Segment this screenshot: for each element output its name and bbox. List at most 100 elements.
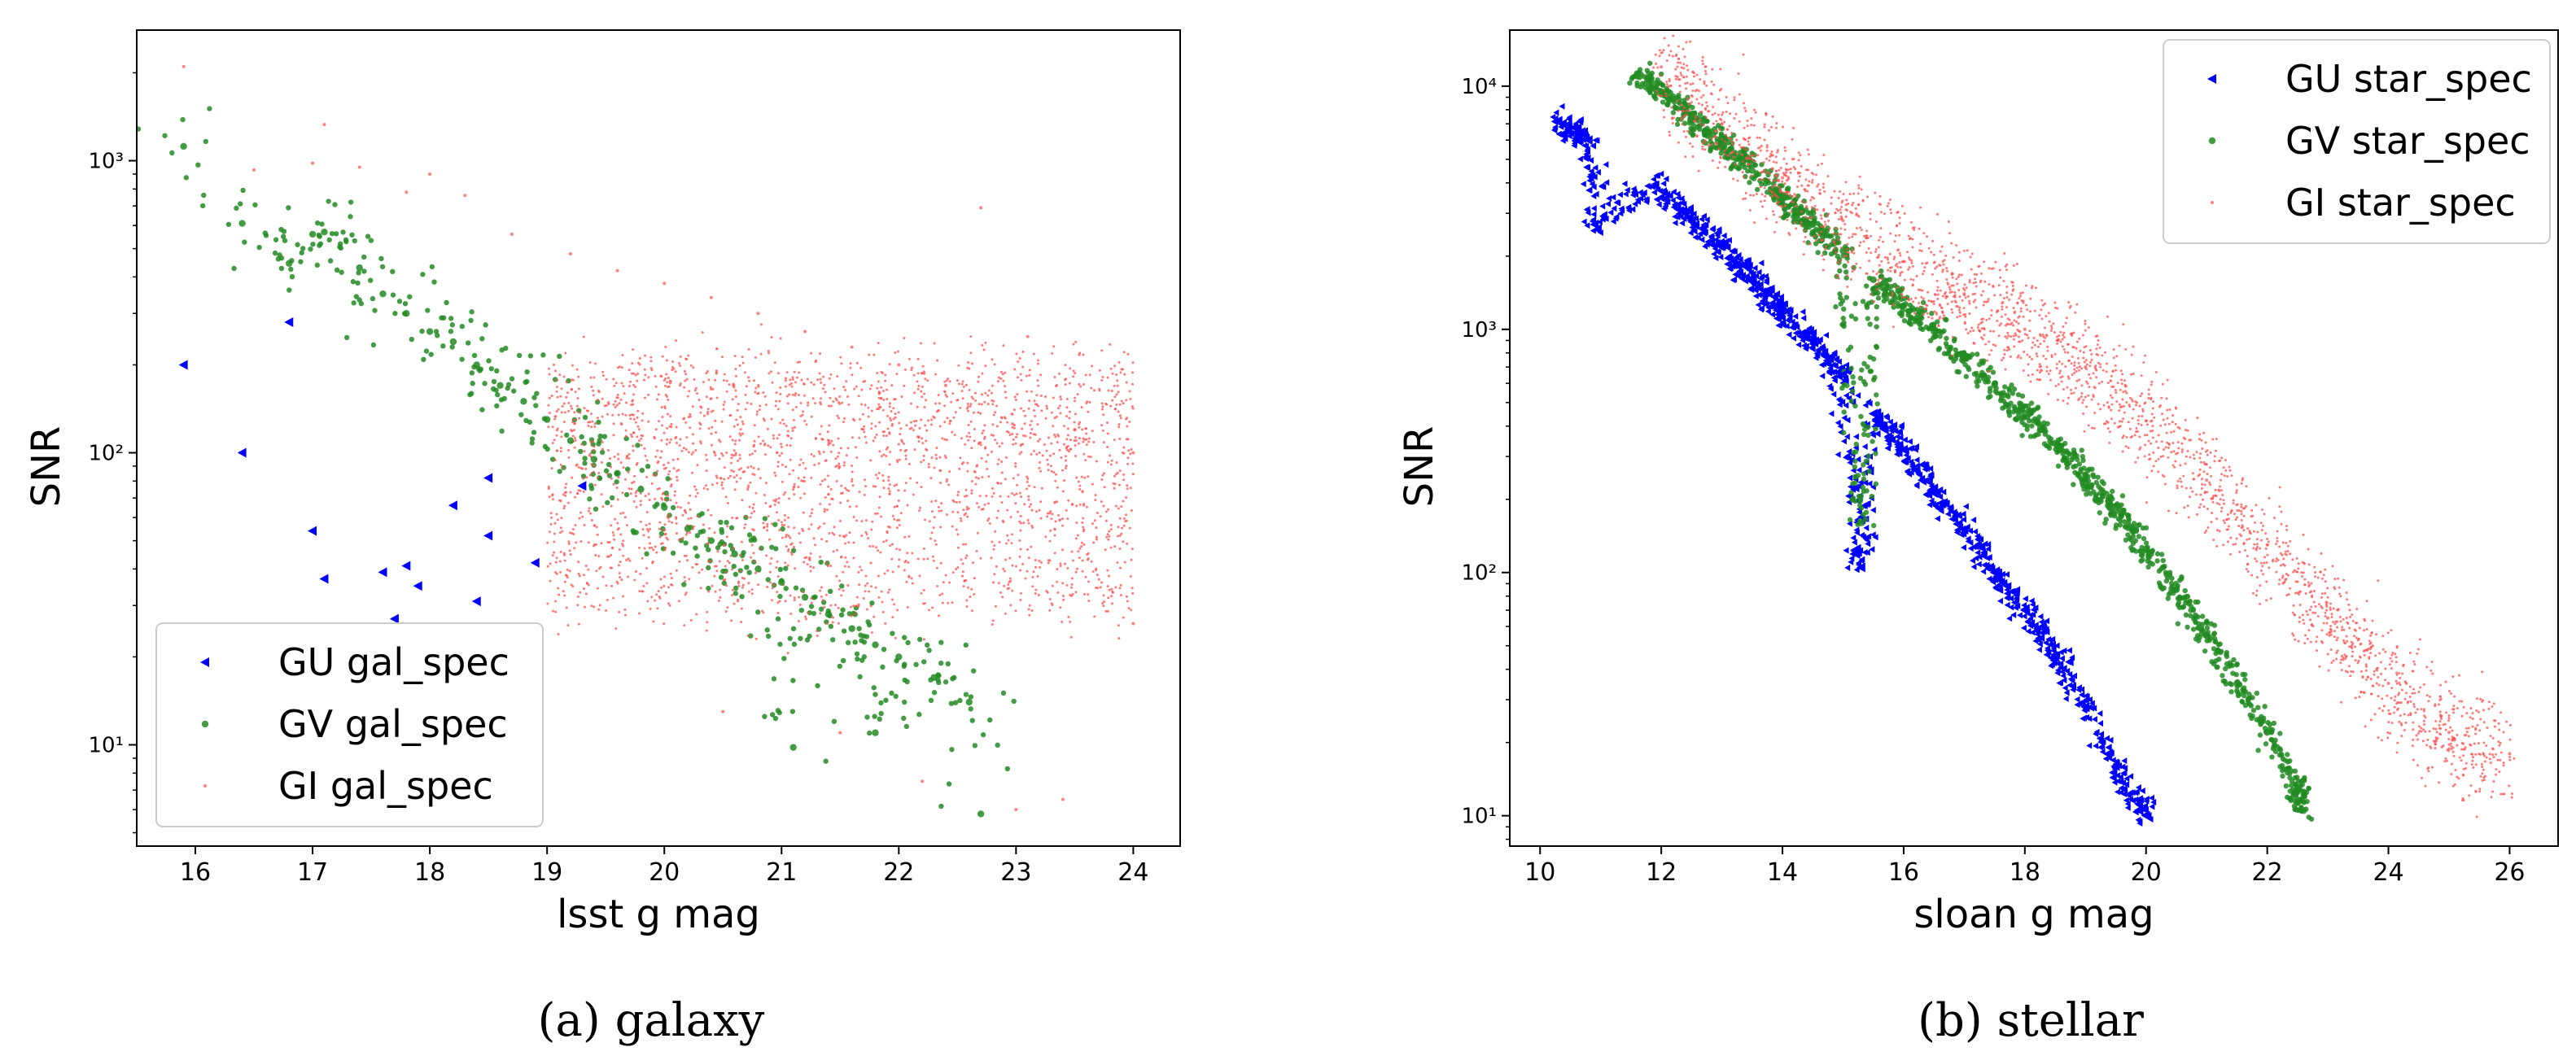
y-axis-label: SNR [1397, 426, 1442, 508]
data-point [1857, 519, 1865, 526]
axes-frame [136, 29, 1181, 847]
y-tick-label: 10⁴ [1461, 75, 1497, 99]
data-point [1778, 193, 1787, 201]
chart-panel-galaxy: 16 17 18 19 20 21 22 23 24 10¹ 10² 10³ lsst g mag SNR… [24, 29, 1181, 937]
data-point [496, 382, 504, 389]
data-point [590, 456, 597, 463]
data-point [801, 593, 809, 601]
data-point [872, 729, 879, 736]
x-tick-label: 20 [649, 858, 680, 887]
data-point [930, 674, 938, 681]
data-point [286, 260, 293, 267]
legend-box [155, 622, 544, 827]
caption-galaxy: (a) galaxy [537, 994, 765, 1047]
data-point [483, 530, 493, 541]
data-point [389, 613, 399, 624]
data-point [2263, 729, 2271, 736]
data-point [543, 416, 551, 423]
legend-box [2163, 39, 2551, 244]
data-point [1747, 274, 1756, 285]
series-1 [180, 142, 985, 818]
data-point [756, 312, 760, 316]
data-point [473, 361, 480, 369]
legend-marker [2211, 201, 2214, 204]
data-point [428, 172, 432, 176]
legend-marker [2207, 74, 2216, 84]
data-point [1657, 88, 1665, 95]
x-tick-label: 17 [297, 858, 328, 887]
data-point [754, 565, 762, 573]
data-point [2084, 365, 2088, 369]
data-point [405, 190, 409, 194]
data-point [1026, 334, 1030, 338]
data-point [921, 779, 925, 783]
data-point [311, 161, 315, 165]
series-0 [1553, 116, 2150, 821]
data-point [237, 447, 247, 458]
data-point [1856, 562, 1865, 573]
data-point [2112, 507, 2119, 514]
data-point [2080, 701, 2090, 712]
data-point [1870, 276, 1877, 283]
caption-stellar: (b) stellar [1918, 994, 2144, 1047]
data-point [321, 228, 328, 236]
data-point [413, 581, 422, 591]
x-tick-label: 18 [414, 858, 445, 887]
data-point [1688, 113, 1695, 120]
x-tick-label: 10 [1524, 858, 1555, 887]
series-cloud-2 [1652, 34, 2516, 818]
data-point [895, 653, 903, 661]
data-point [520, 398, 527, 405]
data-point [1808, 335, 1817, 346]
data-point [483, 473, 493, 483]
x-tick-label: 12 [1646, 858, 1677, 887]
legend-marker [203, 784, 207, 788]
data-point [356, 264, 363, 272]
data-point [2141, 810, 2150, 821]
series-0 [178, 316, 587, 624]
data-point [979, 206, 983, 210]
series-cloud-1 [137, 106, 1017, 809]
data-point [1660, 65, 1664, 69]
y-tick-label: 10³ [1461, 318, 1497, 343]
x-tick-label: 20 [2131, 858, 2162, 887]
axes-frame [1509, 29, 2559, 847]
data-point [1841, 219, 1845, 223]
data-point [178, 360, 188, 370]
data-point [2265, 543, 2269, 547]
data-point [448, 500, 457, 511]
series-1 [1634, 72, 2307, 814]
data-point [1131, 622, 1135, 626]
data-point [721, 709, 725, 713]
data-point [308, 526, 317, 536]
data-point [663, 281, 667, 286]
data-point [2233, 679, 2241, 687]
data-point [568, 251, 572, 255]
x-tick-label: 19 [531, 858, 562, 887]
data-point [1868, 408, 1878, 419]
data-point [1686, 216, 1696, 226]
data-point [379, 290, 387, 298]
legend: GU star_spec GV star_spec GI star_spec [2163, 39, 2551, 244]
y-tick-label: 10³ [88, 150, 124, 174]
legend-marker [2208, 137, 2216, 145]
data-point [615, 268, 619, 273]
data-point [1930, 328, 1938, 335]
data-point [2021, 410, 2029, 417]
data-point [378, 567, 387, 578]
data-point [2110, 761, 2120, 771]
data-point [614, 469, 621, 478]
data-point [1809, 220, 1817, 229]
data-point [530, 557, 540, 568]
data-point [2294, 784, 2302, 792]
data-point [566, 437, 575, 444]
legend-marker [200, 657, 209, 667]
data-point [1720, 122, 1724, 126]
data-point [848, 625, 855, 632]
data-point [471, 596, 481, 607]
data-point [401, 561, 411, 571]
data-point [2082, 472, 2089, 479]
series-2 [1660, 65, 2512, 756]
data-point [319, 574, 329, 584]
data-point [1717, 241, 1726, 251]
